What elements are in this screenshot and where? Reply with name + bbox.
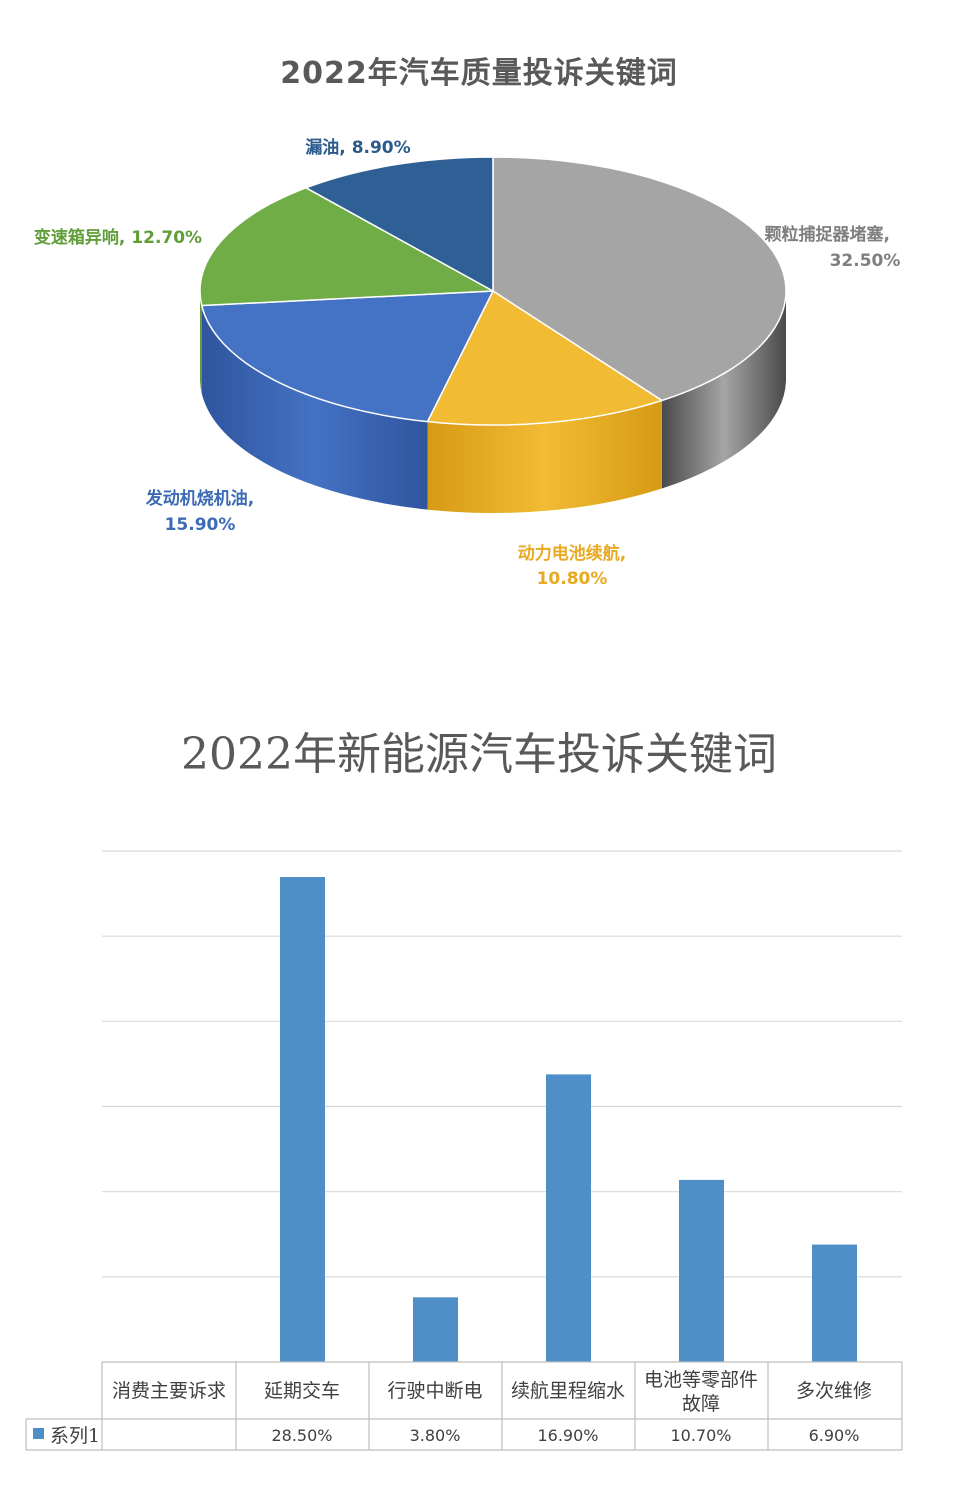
bar-0 [280,877,325,1362]
pie-chart [199,156,787,513]
pie-chart-title: 2022年汽车质量投诉关键词 [280,56,678,91]
bar-2 [546,1074,591,1362]
category-label-repeat-repair: 多次维修 [796,1380,872,1402]
bar-1 [413,1297,458,1362]
slice-label-gearbox-noise: 变速箱异响, 12.70% [34,227,202,248]
bar-3 [679,1179,724,1362]
pie-slice-0 [492,156,787,402]
category-label-range-shrink: 续航里程缩水 [511,1380,625,1402]
legend-series-name: 系列1 [50,1425,100,1447]
pie-side-0 [661,291,786,489]
pie-labels: 颗粒捕捉器堵塞, 32.50% 动力电池续航, 10.80% 发动机烧机油, 1… [34,137,901,589]
slice-value-particle-filter: 32.50% [830,251,901,271]
value-label-delay: 28.50% [271,1426,332,1445]
slice-label-oil-leak: 漏油, 8.90% [305,137,410,158]
category-label-power-cut: 行驶中断电 [387,1380,482,1402]
category-label-battery-fault: 电池等零部件故障 [644,1369,758,1415]
legend-swatch [33,1428,44,1439]
pie-slice-1 [426,290,663,426]
slice-value-engine-oil: 15.90% [165,515,236,535]
bar-chart [102,850,902,1362]
slice-label-particle-filter: 颗粒捕捉器堵塞, [765,224,890,245]
category-label-delay: 延期交车 [264,1380,340,1402]
bar-4 [812,1244,857,1362]
pie-slice-2 [200,290,494,423]
pie-side-2 [201,305,428,510]
pie-slice-3 [199,187,494,307]
value-label-battery-fault: 10.70% [670,1426,731,1445]
slice-label-engine-oil: 发动机烧机油, [145,488,254,509]
slice-value-battery-range: 10.80% [537,569,608,589]
value-label-repeat-repair: 6.90% [809,1426,860,1445]
pie-slice-4 [305,156,494,292]
value-label-range-shrink: 16.90% [537,1426,598,1445]
slice-label-battery-range: 动力电池续航, [518,543,626,564]
table-header-category: 消费主要诉求 [112,1380,226,1402]
pie-side-3 [200,291,202,394]
bar-chart-title: 2022年新能源汽车投诉关键词 [181,729,777,780]
bar-data-table: 消费主要诉求 延期交车 行驶中断电 续航里程缩水 电池等零部件故障 多次维修 系… [25,1361,903,1451]
pie-side-1 [427,400,662,513]
value-label-power-cut: 3.80% [410,1426,461,1445]
